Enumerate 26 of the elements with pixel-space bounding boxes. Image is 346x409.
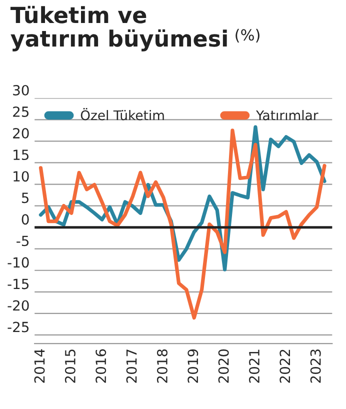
legend-label: Yatırımlar — [256, 110, 318, 120]
x-tick-label: 2015 — [64, 350, 76, 383]
y-tick-label: -20 — [8, 300, 29, 311]
x-tick-label: 2017 — [126, 350, 137, 383]
chart-title: Tüketim ve yatırım büyümesi — [10, 6, 227, 52]
legend-label: Özel Tüketim — [80, 108, 164, 120]
x-tick-label: 2016 — [96, 349, 106, 383]
y-tick-label: -25 — [8, 322, 29, 332]
y-tick-label: 30 — [13, 84, 29, 96]
y-tick-label: 10 — [14, 171, 29, 182]
y-tick-label: 0 — [22, 214, 29, 225]
chart-subtitle: (%) — [236, 28, 260, 42]
x-tick-label: 2018 — [156, 349, 168, 383]
y-tick-label: 5 — [22, 192, 29, 204]
y-tick-label: 20 — [13, 128, 29, 139]
x-tick-label: 2014 — [34, 349, 45, 383]
y-tick-label: -15 — [8, 278, 29, 290]
y-tick-label: 15 — [14, 150, 29, 160]
y-tick-label: -5 — [16, 236, 29, 246]
x-tick-label: 2023 — [310, 350, 321, 383]
y-tick-label: 25 — [13, 106, 29, 117]
x-tick-label: 2020 — [218, 349, 229, 383]
x-tick-label: 2019 — [188, 349, 198, 383]
x-tick-label: 2022 — [280, 350, 290, 383]
y-tick-label: -10 — [8, 257, 29, 268]
x-tick-label: 2021 — [248, 350, 260, 383]
